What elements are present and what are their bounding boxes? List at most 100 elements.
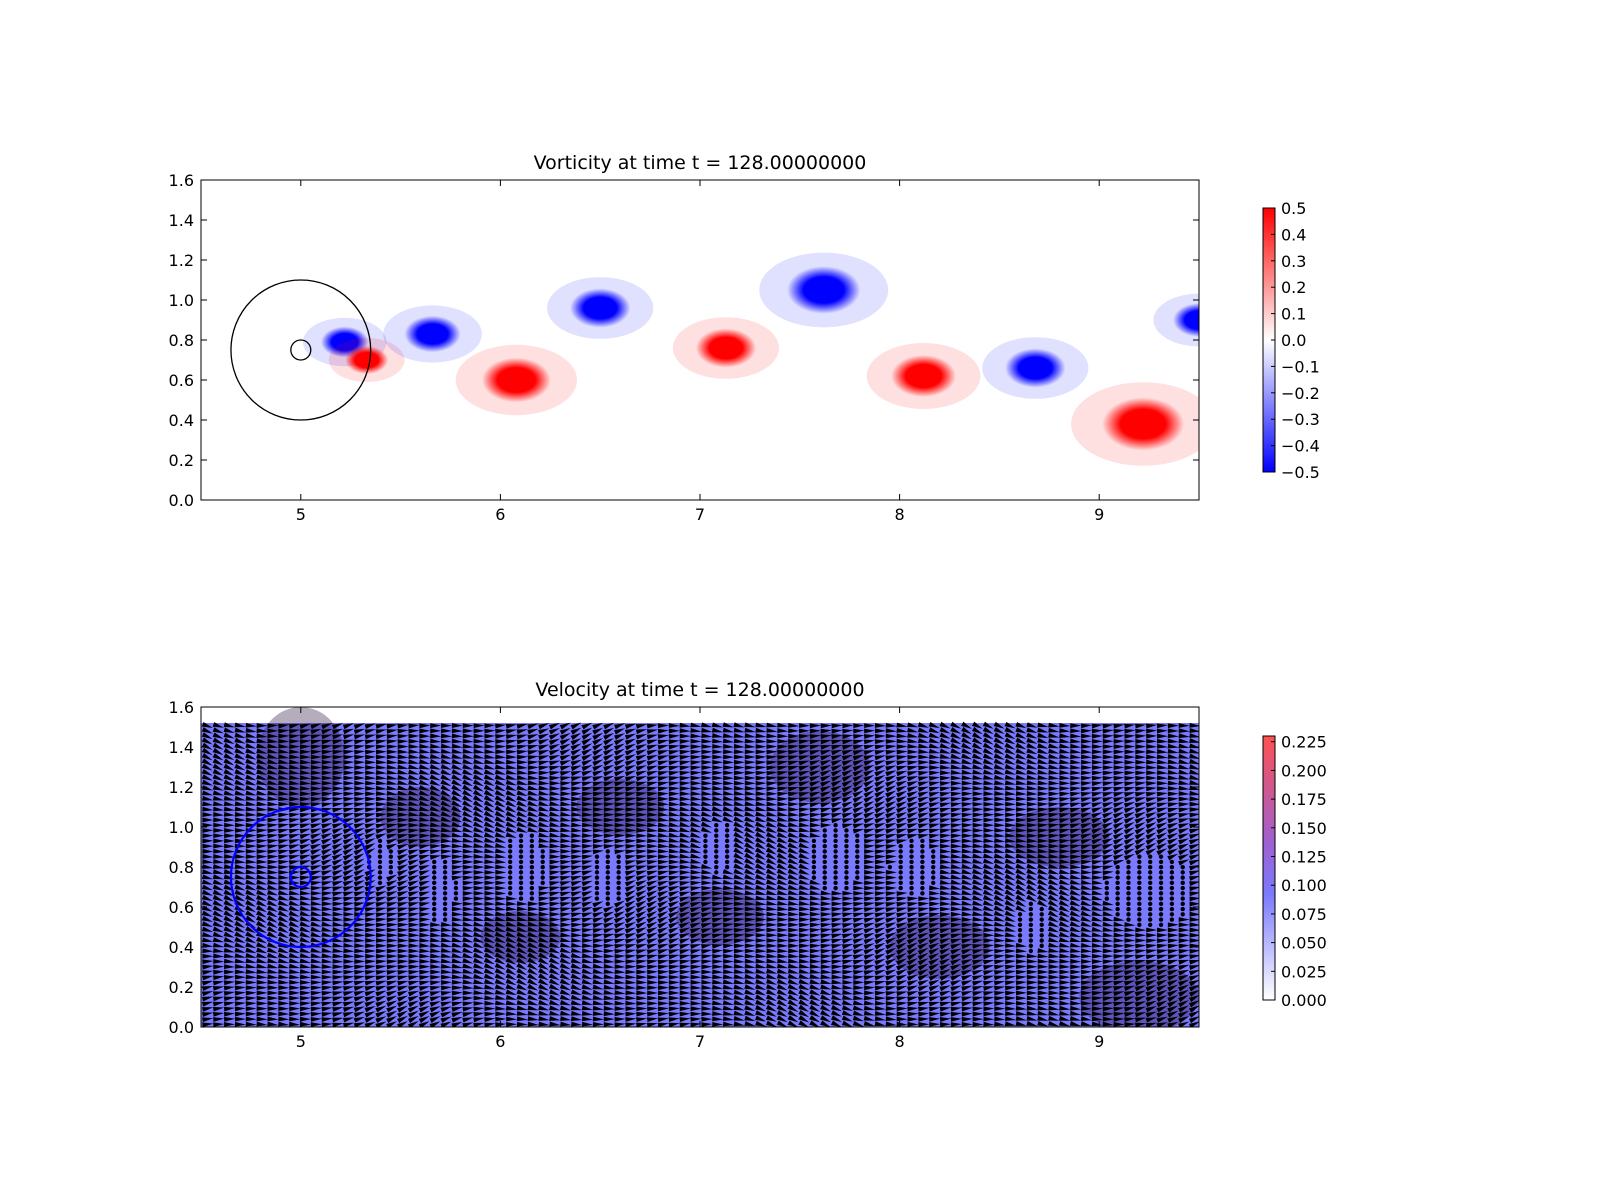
velocity-arrow	[256, 822, 268, 828]
velocity-arrow	[462, 1006, 474, 1012]
velocity-arrow	[1026, 995, 1038, 1001]
velocity-arrow	[418, 1010, 430, 1018]
velocity-arrow	[722, 816, 734, 823]
velocity-arrow	[375, 801, 387, 807]
slow-flow-dot	[453, 896, 459, 901]
velocity-arrow	[744, 821, 756, 828]
velocity-arrow	[668, 843, 680, 848]
velocity-arrow	[1069, 894, 1081, 902]
velocity-arrow	[896, 947, 907, 955]
velocity-arrow	[744, 973, 756, 979]
velocity-arrow	[972, 822, 984, 828]
velocity-arrow	[299, 969, 312, 974]
velocity-arrow	[538, 947, 550, 954]
velocity-arrow	[592, 827, 604, 833]
velocity-arrow	[1167, 964, 1179, 971]
velocity-arrow	[776, 968, 789, 974]
velocity-arrow	[570, 865, 583, 871]
velocity-arrow	[1059, 807, 1071, 813]
velocity-arrow	[874, 849, 886, 855]
velocity-arrow	[950, 1001, 962, 1007]
velocity-arrow	[939, 948, 951, 955]
slow-flow-dot	[1158, 870, 1164, 875]
velocity-arrow	[733, 948, 745, 954]
velocity-arrow	[1123, 996, 1136, 1002]
velocity-arrow	[983, 801, 995, 807]
velocity-arrow	[1156, 1000, 1168, 1008]
slow-flow-dot	[844, 843, 849, 849]
velocity-arrow	[1037, 858, 1049, 864]
velocity-arrow	[668, 827, 680, 833]
velocity-arrow	[864, 859, 876, 865]
velocity-arrow	[407, 880, 420, 887]
velocity-arrow	[527, 973, 539, 981]
velocity-arrow	[668, 964, 680, 970]
velocity-arrow	[1091, 996, 1103, 1001]
velocity-arrow	[690, 826, 702, 833]
velocity-arrow	[798, 884, 810, 890]
velocity-arrow	[201, 910, 213, 917]
velocity-arrow	[1048, 1010, 1060, 1016]
velocity-arrow	[906, 922, 919, 929]
velocity-arrow	[950, 933, 962, 939]
velocity-arrow	[939, 917, 952, 923]
slow-flow-dot	[1126, 880, 1131, 886]
velocity-arrow	[1070, 995, 1082, 1001]
velocity-arrow	[831, 944, 843, 949]
velocity-arrow	[646, 880, 658, 887]
velocity-arrow	[256, 936, 268, 944]
velocity-arrow	[885, 1006, 897, 1011]
velocity-arrow	[386, 1015, 398, 1024]
velocity-arrow	[1059, 1000, 1071, 1006]
velocity-arrow	[852, 922, 865, 929]
velocity-arrow	[766, 900, 778, 906]
velocity-arrow	[906, 932, 918, 940]
velocity-arrow	[1178, 859, 1190, 866]
slow-flow-dot	[887, 864, 893, 870]
velocity-arrow	[1069, 839, 1082, 845]
velocity-arrow	[202, 948, 214, 954]
velocity-arrow	[613, 754, 625, 761]
velocity-arrow	[234, 848, 246, 854]
velocity-arrow	[397, 834, 409, 839]
velocity-arrow	[755, 857, 766, 866]
velocity-arrow	[1178, 989, 1189, 997]
velocity-arrow	[896, 932, 908, 940]
velocity-arrow	[1134, 970, 1147, 976]
velocity-arrow	[267, 990, 279, 996]
velocity-arrow	[495, 864, 507, 870]
velocity-arrow	[1091, 1011, 1103, 1017]
velocity-arrow	[429, 753, 442, 759]
velocity-arrow	[1102, 1011, 1114, 1017]
slow-flow-dot	[833, 864, 838, 870]
velocity-arrow	[950, 948, 962, 955]
velocity-arrow	[1123, 837, 1135, 845]
velocity-arrow	[798, 853, 810, 860]
velocity-arrow	[1189, 932, 1199, 938]
slow-flow-dot	[453, 891, 459, 896]
velocity-arrow	[1015, 873, 1027, 881]
velocity-arrow	[234, 1021, 246, 1027]
velocity-arrow	[950, 979, 962, 987]
velocity-arrow	[310, 958, 322, 964]
velocity-arrow	[1005, 995, 1017, 1001]
velocity-arrow	[418, 764, 431, 770]
velocity-arrow	[1134, 822, 1146, 830]
velocity-arrow	[570, 963, 582, 970]
velocity-arrow	[820, 989, 832, 996]
velocity-arrow	[798, 958, 811, 964]
velocity-arrow	[972, 905, 984, 911]
velocity-arrow	[700, 917, 713, 923]
velocity-arrow	[1178, 813, 1190, 818]
velocity-arrow	[1124, 1007, 1136, 1012]
velocity-arrow	[961, 874, 973, 880]
velocity-arrow	[256, 889, 268, 896]
slow-flow-dot	[518, 859, 524, 865]
velocity-arrow	[592, 822, 604, 828]
velocity-arrow	[245, 859, 257, 864]
velocity-arrow	[647, 827, 659, 833]
velocity-arrow	[765, 978, 778, 985]
velocity-arrow	[527, 827, 539, 833]
velocity-arrow	[440, 958, 452, 964]
velocity-arrow	[473, 901, 485, 907]
